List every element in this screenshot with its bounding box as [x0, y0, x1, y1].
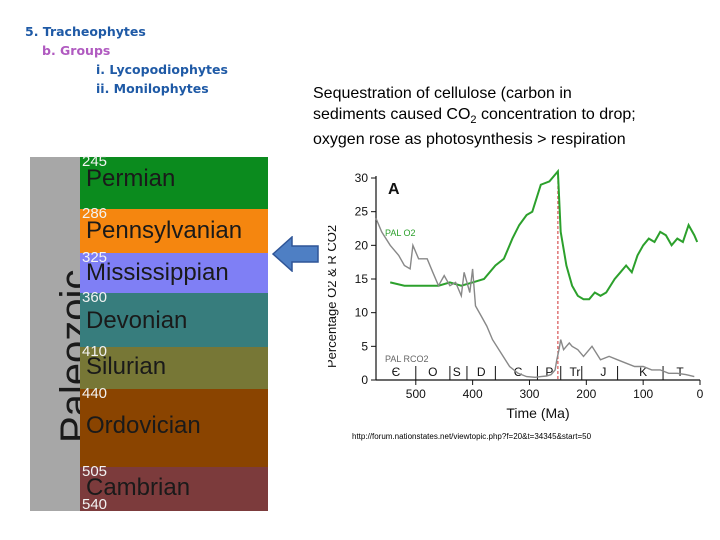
period-label: T	[676, 365, 684, 379]
period-label: K	[639, 365, 647, 379]
period-label: J	[600, 365, 606, 379]
y-tick-label: 30	[355, 171, 369, 185]
outline-tracheophytes: 5. Tracheophytes	[25, 24, 146, 39]
period-silurian: 410 Silurian	[80, 343, 268, 389]
left-arrow-icon	[272, 236, 319, 272]
period-label: D	[477, 365, 486, 379]
description-line-1: Sequestration of cellulose (carbon in	[313, 85, 572, 102]
period-devonian: 360 Devonian	[80, 289, 268, 347]
period-age: 440	[82, 385, 108, 402]
outline-groups: b. Groups	[42, 43, 111, 58]
period-name: Permian	[86, 165, 176, 192]
panel-label: A	[388, 181, 400, 198]
x-tick-label: 0	[697, 387, 704, 401]
period-mississippian: 325 Mississippian	[80, 249, 268, 293]
y-axis-label: Percentage O2 & R CO2	[328, 225, 339, 368]
y-tick-label: 0	[361, 373, 368, 387]
description-line-2-pre: sediments caused CO	[313, 105, 471, 123]
annotation-pal-o2: PAL O2	[385, 228, 416, 238]
y-tick-label: 25	[355, 205, 369, 219]
outline-lycopodiophytes: i. Lycopodiophytes	[96, 62, 228, 77]
x-ticks: 500 400 300 200 100 0	[406, 380, 704, 401]
era-bar: Paleozoic	[30, 157, 97, 511]
x-tick-label: 500	[406, 387, 426, 401]
y-tick-label: 5	[361, 339, 368, 353]
period-label: Є	[392, 365, 401, 379]
y-tick-label: 20	[355, 238, 369, 252]
description-line-2-post: concentration to drop;	[476, 105, 636, 123]
y-tick-label: 15	[355, 272, 369, 286]
period-label: S	[453, 365, 461, 379]
period-cambrian: 505 Cambrian 540	[80, 463, 268, 513]
period-age: 245	[82, 153, 108, 170]
period-pennsylvanian: 286 Pennsylvanian	[80, 205, 268, 253]
y-tick-label: 10	[355, 306, 369, 320]
period-age: 360	[82, 289, 108, 306]
period-age: 410	[82, 343, 108, 360]
period-name: Devonian	[86, 307, 188, 334]
period-age: 325	[82, 249, 108, 266]
o2-co2-graph: Percentage O2 & R CO2 0 5 10 15 20 25 30 500 40…	[328, 168, 704, 421]
period-label: C	[514, 365, 523, 379]
description-text: Sequestration of cellulose (carbon in se…	[313, 84, 713, 151]
period-name: Ordovician	[86, 412, 201, 439]
period-bottom-age: 540	[82, 496, 108, 513]
x-axis-label: Time (Ma)	[506, 405, 569, 421]
annotation-pal-rco2: PAL RCO2	[385, 354, 429, 364]
period-name: Pennsylvanian	[86, 217, 243, 244]
period-labels: Є O S D C P Tr J K T	[392, 365, 684, 380]
period-name: Cambrian	[86, 474, 191, 501]
geologic-column: Paleozoic 245 Permian 286 Pennsylvanian …	[30, 153, 268, 513]
description-line-2: sediments caused CO2 concentration to dr…	[313, 105, 713, 131]
y-ticks: 0 5 10 15 20 25 30	[355, 171, 376, 387]
period-label: O	[428, 365, 437, 379]
co2-subscript: 2	[470, 113, 477, 126]
source-url: http://forum.nationstates.net/viewtopic.…	[352, 432, 592, 441]
period-label: P	[545, 365, 553, 379]
period-age: 286	[82, 205, 108, 222]
outline-monilophytes: ii. Monilophytes	[96, 81, 209, 96]
series-rco2-line	[375, 218, 695, 379]
period-age: 505	[82, 463, 108, 480]
x-tick-label: 300	[519, 387, 539, 401]
series-o2-line	[389, 168, 699, 301]
period-ordovician: 440 Ordovician	[80, 385, 268, 467]
period-label: Tr	[570, 365, 581, 379]
period-name: Mississippian	[86, 259, 229, 286]
period-name: Silurian	[86, 353, 167, 380]
x-tick-label: 100	[633, 387, 653, 401]
period-permian: 245 Permian	[80, 153, 268, 209]
x-tick-label: 400	[463, 387, 483, 401]
description-line-3: oxygen rose as photosynthesis > respirat…	[313, 131, 626, 149]
x-tick-label: 200	[576, 387, 596, 401]
